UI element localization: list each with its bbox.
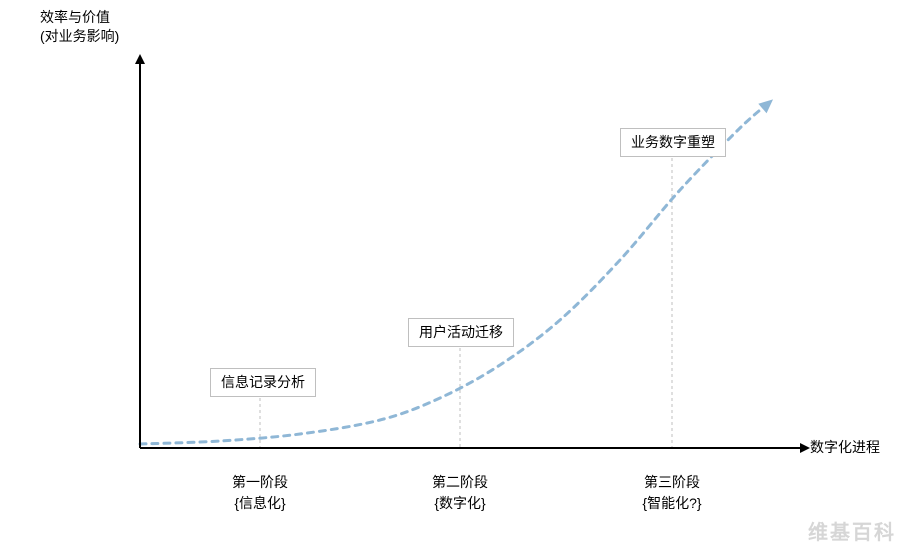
stage-title: 第一阶段 <box>220 472 300 493</box>
x-axis-label: 数字化进程 <box>810 438 880 457</box>
stage-label-3: 第三阶段 {智能化?} <box>632 472 712 514</box>
stage-label-2: 第二阶段 {数字化} <box>420 472 500 514</box>
curve-arrowhead <box>758 99 773 113</box>
callout-user-activity-migration: 用户活动迁移 <box>408 318 514 347</box>
callout-text: 用户活动迁移 <box>419 324 503 340</box>
stage-subtitle: {智能化?} <box>632 493 712 514</box>
callout-text: 业务数字重塑 <box>631 134 715 150</box>
watermark-text: 维基百科 <box>808 516 896 545</box>
y-axis-label: 效率与价值 (对业务影响) <box>40 8 119 46</box>
y-axis-label-line1: 效率与价值 <box>40 8 119 27</box>
stage-subtitle: {数字化} <box>420 493 500 514</box>
y-axis-label-line2: (对业务影响) <box>40 27 119 46</box>
callout-text: 信息记录分析 <box>221 374 305 390</box>
callout-info-record-analysis: 信息记录分析 <box>210 368 316 397</box>
stage-title: 第二阶段 <box>420 472 500 493</box>
stage-title: 第三阶段 <box>632 472 712 493</box>
leader-lines <box>260 158 672 448</box>
stage-subtitle: {信息化} <box>220 493 300 514</box>
stage-label-1: 第一阶段 {信息化} <box>220 472 300 514</box>
callout-business-digital-reshape: 业务数字重塑 <box>620 128 726 157</box>
chart-svg <box>0 0 902 551</box>
